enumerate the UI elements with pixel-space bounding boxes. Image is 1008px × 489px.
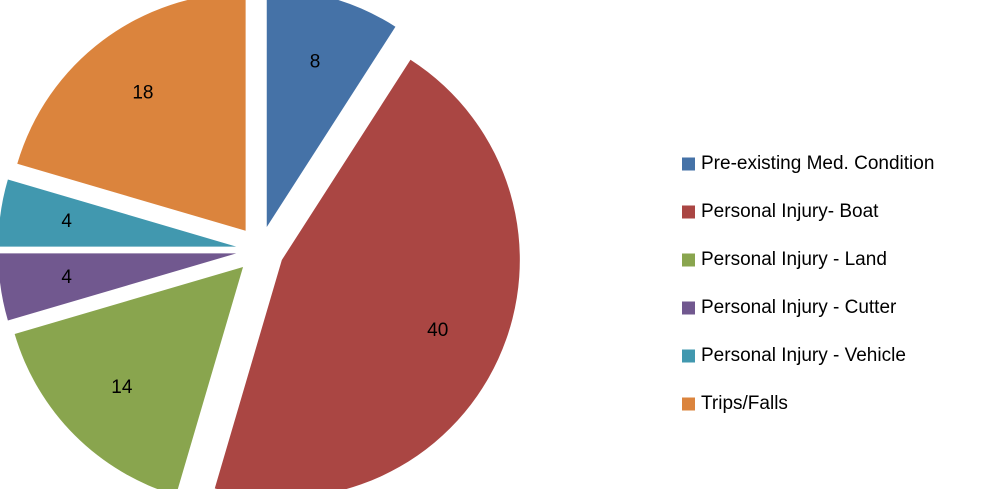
legend-swatch — [682, 349, 695, 363]
legend-label: Personal Injury - Vehicle — [701, 345, 906, 366]
legend-label: Personal Injury- Boat — [701, 201, 879, 222]
data-label-personal-injury-cutter: 4 — [61, 267, 72, 288]
legend-swatch — [682, 253, 695, 267]
legend-item-personal-injury-boat: Personal Injury- Boat — [682, 201, 879, 222]
data-label-personal-injury-land: 14 — [111, 377, 133, 398]
data-label-trips-falls: 18 — [132, 83, 153, 104]
legend-swatch — [682, 397, 695, 411]
pie-slice-pre-existing-med-condition — [266, 0, 396, 227]
legend-item-pre-existing-med-condition: Pre-existing Med. Condition — [682, 153, 934, 174]
legend-item-trips-falls: Trips/Falls — [682, 393, 788, 414]
chart-legend: Pre-existing Med. Condition Personal Inju… — [682, 153, 934, 414]
data-label-pre-existing-med-condition: 8 — [310, 52, 321, 73]
legend-item-personal-injury-land: Personal Injury - Land — [682, 249, 887, 270]
data-label-personal-injury-boat: 40 — [427, 320, 448, 341]
legend-label: Personal Injury - Cutter — [701, 297, 897, 318]
pie-slice-trips-falls — [17, 0, 246, 231]
legend-swatch — [682, 301, 695, 315]
pie-slice-personal-injury-land — [14, 266, 244, 489]
legend-item-personal-injury-vehicle: Personal Injury - Vehicle — [682, 345, 906, 366]
data-label-personal-injury-vehicle: 4 — [61, 211, 72, 232]
pie-slices — [0, 0, 520, 489]
pie-data-labels: 8 40 14 4 4 18 — [61, 52, 448, 399]
legend-swatch — [682, 157, 695, 171]
legend-label: Trips/Falls — [701, 393, 788, 414]
pie-slice-personal-injury-cutter — [0, 253, 237, 321]
pie-slice-personal-injury-boat — [214, 59, 520, 489]
pie-slice-personal-injury-vehicle — [0, 179, 237, 247]
legend-swatch — [682, 205, 695, 219]
legend-label: Pre-existing Med. Condition — [701, 153, 934, 174]
legend-label: Personal Injury - Land — [701, 249, 887, 270]
legend-item-personal-injury-cutter: Personal Injury - Cutter — [682, 297, 897, 318]
